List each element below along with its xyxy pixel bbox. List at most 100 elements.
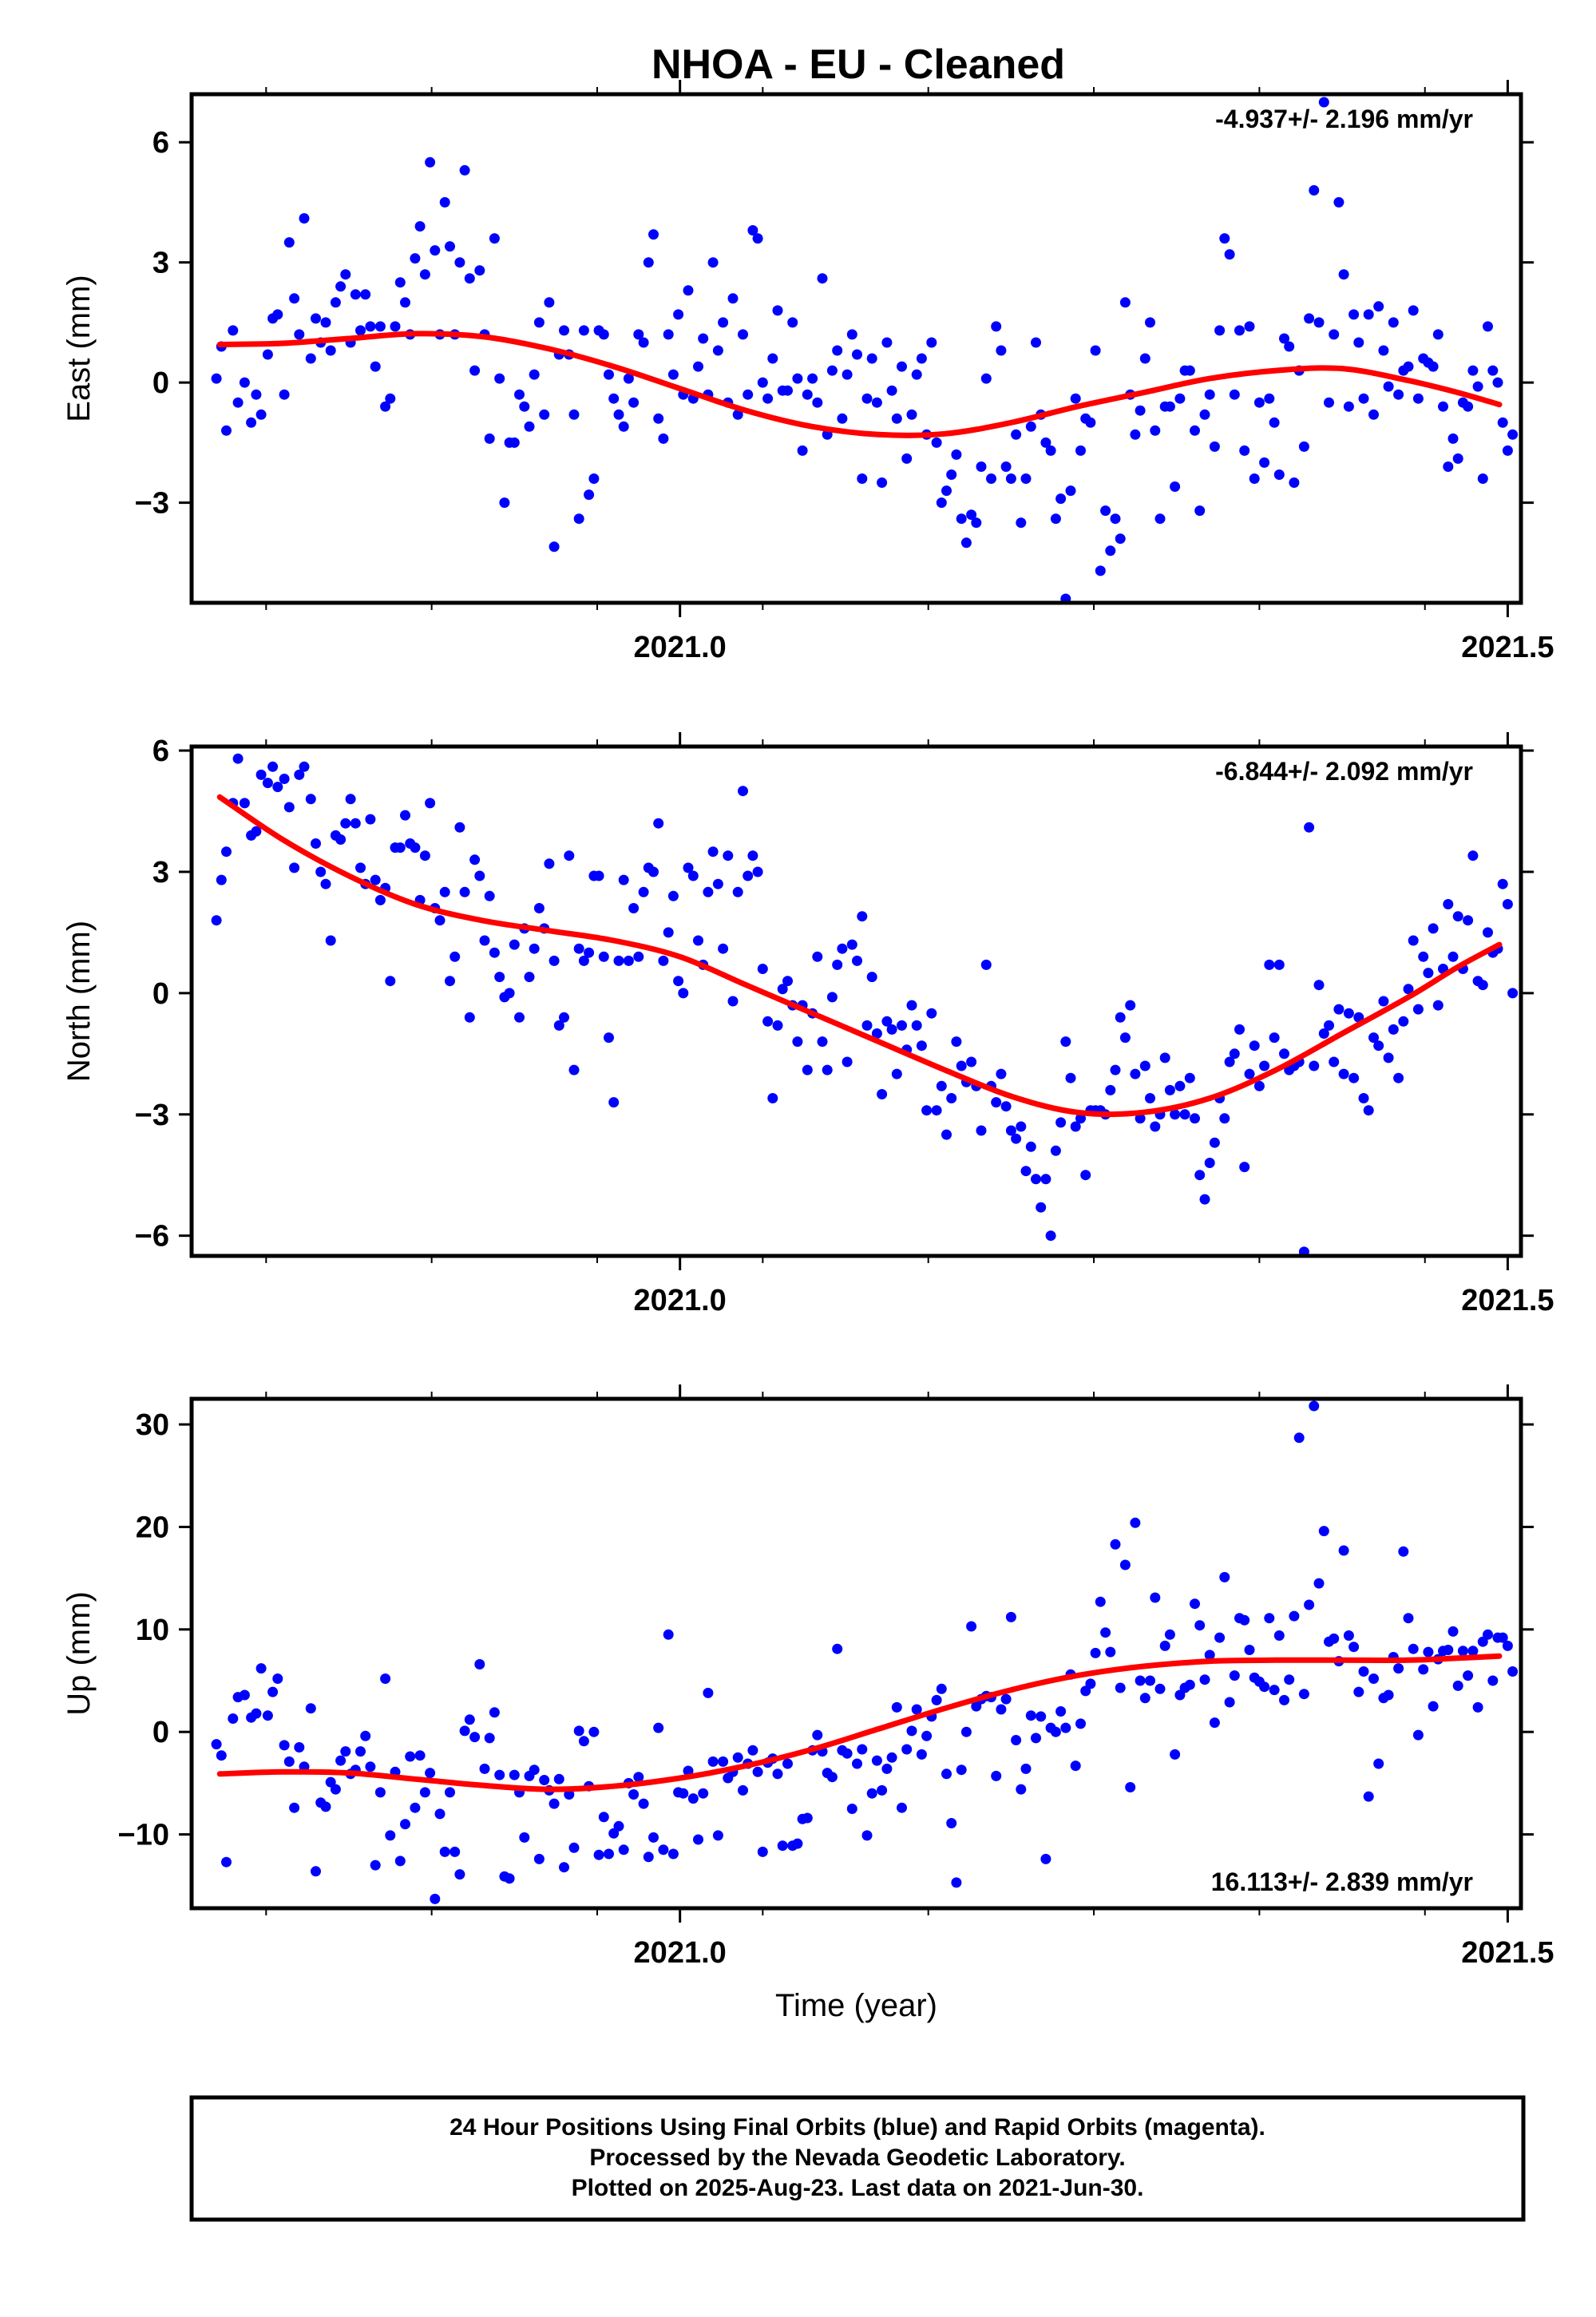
north-data-point xyxy=(459,886,470,897)
up-data-point xyxy=(1259,1681,1270,1693)
north-data-point xyxy=(1239,1162,1250,1173)
up-data-point xyxy=(489,1707,500,1718)
north-data-point xyxy=(1174,1080,1186,1091)
north-ytick-label: −6 xyxy=(135,1220,169,1254)
north-data-point xyxy=(484,890,495,901)
east-data-point xyxy=(283,237,295,248)
north-data-point xyxy=(604,1032,614,1044)
up-data-point xyxy=(553,1773,564,1784)
up-data-point xyxy=(1289,1610,1300,1622)
east-data-point xyxy=(1438,401,1448,412)
east-data-point xyxy=(272,309,283,320)
up-data-point xyxy=(996,1704,1007,1715)
north-data-point xyxy=(623,955,634,966)
north-data-point xyxy=(1234,1024,1245,1035)
up-data-point xyxy=(966,1621,977,1632)
north-data-point xyxy=(1170,1109,1181,1120)
up-data-point xyxy=(792,1838,803,1849)
up-data-point xyxy=(414,1750,426,1761)
east-data-point xyxy=(524,421,535,432)
north-data-point xyxy=(529,943,540,954)
north-data-point xyxy=(255,769,267,780)
east-data-point xyxy=(1358,393,1369,404)
east-data-point xyxy=(509,437,520,448)
up-data-point xyxy=(1085,1678,1096,1689)
up-xtick-label: 2021.0 xyxy=(634,1936,727,1970)
east-data-point xyxy=(1383,381,1394,392)
east-data-point xyxy=(1244,321,1255,332)
up-data-point xyxy=(394,1856,406,1867)
north-data-point xyxy=(891,1068,902,1079)
up-data-point xyxy=(1139,1693,1150,1704)
up-data-point xyxy=(871,1755,882,1766)
up-data-point xyxy=(653,1722,664,1733)
east-data-point xyxy=(1090,345,1101,356)
north-data-point xyxy=(1373,1040,1384,1052)
north-data-point xyxy=(1477,980,1488,991)
east-data-point xyxy=(1447,433,1459,444)
east-data-point xyxy=(1502,445,1513,456)
north-data-point xyxy=(871,1028,882,1039)
east-data-point xyxy=(1269,417,1280,428)
up-ytick-label: 30 xyxy=(136,1408,169,1442)
north-data-point xyxy=(1000,1101,1012,1112)
east-data-point xyxy=(604,369,614,380)
north-data-point xyxy=(1119,1032,1131,1044)
east-data-point xyxy=(1150,425,1161,436)
up-fit-curve xyxy=(216,1653,1503,1792)
east-data-point xyxy=(385,393,396,404)
east-data-point xyxy=(325,345,336,356)
east-data-point xyxy=(1472,381,1483,392)
north-data-point xyxy=(877,1089,888,1099)
east-data-point xyxy=(832,345,843,356)
up-data-point xyxy=(1031,1733,1041,1744)
up-data-point xyxy=(1457,1646,1468,1657)
up-data-point xyxy=(1269,1685,1280,1696)
up-data-point xyxy=(1447,1626,1459,1637)
up-data-point xyxy=(405,1751,416,1762)
east-data-point xyxy=(667,369,679,380)
east-data-point xyxy=(1065,485,1076,497)
up-data-point xyxy=(1119,1559,1131,1570)
east-data-point xyxy=(837,413,848,424)
east-data-point xyxy=(533,317,545,328)
north-data-point xyxy=(1412,1004,1424,1015)
up-data-point xyxy=(777,1840,788,1852)
north-data-point xyxy=(926,1008,937,1019)
north-data-point xyxy=(1443,899,1454,909)
east-data-point xyxy=(931,437,942,448)
north-data-point xyxy=(315,866,327,877)
up-data-point xyxy=(1199,1674,1210,1685)
north-data-point xyxy=(489,947,500,958)
east-data-point xyxy=(1343,401,1354,412)
east-data-point xyxy=(410,253,421,264)
north-data-point xyxy=(1333,1004,1345,1015)
north-data-point xyxy=(991,1097,1002,1108)
north-data-point xyxy=(1507,988,1519,999)
east-data-point xyxy=(544,297,555,308)
north-data-point xyxy=(648,866,659,877)
east-data-point xyxy=(613,409,624,420)
up-data-point xyxy=(1090,1647,1101,1658)
up-data-point xyxy=(1412,1729,1424,1741)
east-data-point xyxy=(251,389,262,400)
east-data-point xyxy=(1040,437,1051,448)
east-data-point xyxy=(262,349,273,360)
east-data-point xyxy=(573,513,584,525)
east-data-point xyxy=(951,449,962,460)
up-data-point xyxy=(1348,1642,1360,1653)
up-data-point xyxy=(430,1893,441,1904)
east-data-point xyxy=(445,241,455,252)
north-data-point xyxy=(683,862,694,873)
north-data-point xyxy=(370,874,381,885)
up-data-point xyxy=(1318,1526,1329,1537)
north-data-point xyxy=(1204,1158,1215,1168)
east-data-point xyxy=(1060,593,1071,603)
north-data-point xyxy=(439,886,450,897)
east-data-point xyxy=(340,269,351,280)
north-data-point xyxy=(350,818,361,829)
east-data-point xyxy=(360,289,371,300)
footer-frame xyxy=(189,2095,1526,2222)
north-data-point xyxy=(956,1060,967,1071)
north-data-point xyxy=(1368,1032,1379,1044)
